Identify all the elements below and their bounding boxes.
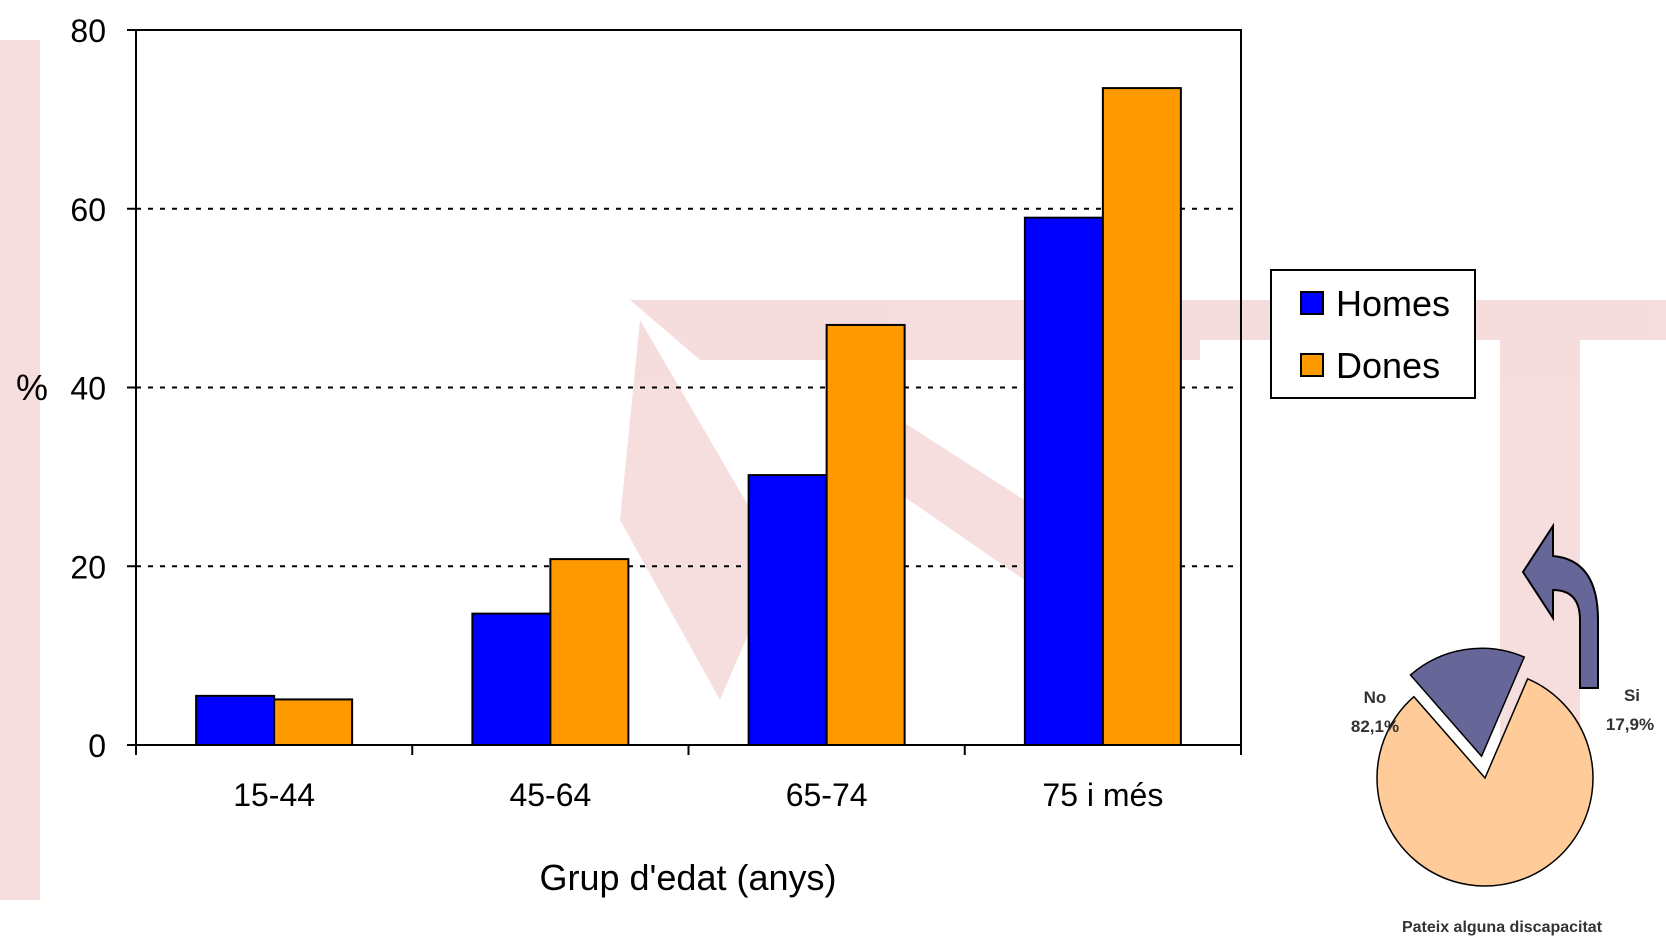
x-tick-labels: 15-44 45-64 65-74 75 i més <box>233 777 1163 813</box>
bar-homes-2 <box>471 612 552 747</box>
bar-homes-1 <box>195 694 276 746</box>
bar-dones-3 <box>825 323 906 746</box>
pie-label-si: Si <box>1624 686 1640 705</box>
pie-slice-no <box>1376 677 1594 887</box>
y-axis-label: % <box>16 367 48 408</box>
bars <box>195 87 1182 747</box>
y-tick-label: 60 <box>70 192 106 228</box>
legend-label-dones: Dones <box>1336 345 1440 386</box>
curved-arrow-icon <box>1521 522 1599 689</box>
pie-slice-si <box>1409 647 1526 758</box>
pie-slices <box>1376 647 1594 887</box>
x-tick-label: 75 i més <box>1042 777 1163 813</box>
y-tick-label: 0 <box>88 728 106 764</box>
bar-dones-2 <box>549 558 630 746</box>
y-tick-label: 80 <box>70 13 106 49</box>
x-tick-label: 15-44 <box>233 777 315 813</box>
bar-dones-4 <box>1101 87 1182 746</box>
pie-label-no: No <box>1364 688 1387 707</box>
pie-value-no: 82,1% <box>1351 717 1399 736</box>
y-tick-label: 40 <box>70 371 106 407</box>
legend-swatch-dones <box>1300 353 1324 377</box>
bar-homes-4 <box>1023 216 1104 746</box>
pie-value-si: 17,9% <box>1606 715 1654 734</box>
legend-label-homes: Homes <box>1336 283 1450 324</box>
plot-frame <box>135 29 1242 746</box>
x-axis-label: Grup d'edat (anys) <box>539 857 836 898</box>
axes <box>135 29 1242 746</box>
x-tick-label: 45-64 <box>509 777 591 813</box>
bar-dones-1 <box>273 698 354 747</box>
legend-swatch-homes <box>1300 291 1324 315</box>
x-tick-label: 65-74 <box>786 777 868 813</box>
pie-title: Pateix alguna discapacitat <box>1402 919 1603 936</box>
y-tick-labels: 0 20 40 60 80 <box>70 13 106 764</box>
y-tick-label: 20 <box>70 549 106 585</box>
legend: Homes Dones <box>1270 269 1476 399</box>
